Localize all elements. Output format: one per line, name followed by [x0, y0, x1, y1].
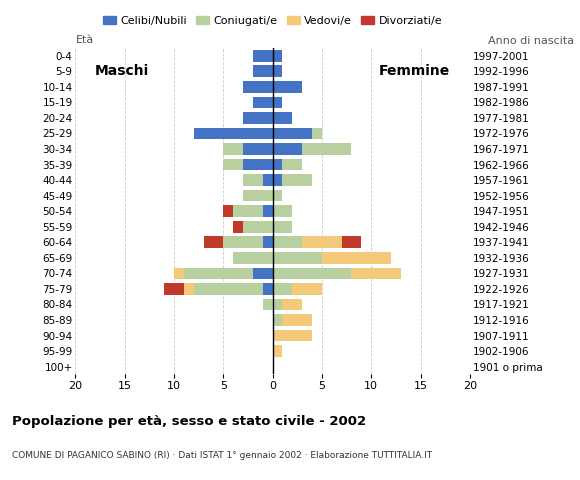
Bar — [233, 205, 263, 217]
Bar — [263, 237, 273, 248]
Bar — [273, 128, 312, 139]
Bar — [302, 143, 351, 155]
Bar — [223, 205, 233, 217]
Bar — [282, 159, 302, 170]
Bar — [184, 283, 194, 295]
Bar — [263, 299, 273, 310]
Bar — [243, 159, 273, 170]
Bar — [342, 237, 361, 248]
Bar — [194, 128, 273, 139]
Bar — [273, 345, 282, 357]
Bar — [253, 65, 273, 77]
Bar — [273, 314, 282, 326]
Bar — [273, 252, 322, 264]
Bar — [243, 143, 273, 155]
Bar — [273, 159, 282, 170]
Bar — [253, 96, 273, 108]
Bar — [243, 190, 273, 202]
Bar — [273, 174, 282, 186]
Bar — [223, 143, 243, 155]
Bar — [204, 237, 223, 248]
Text: Popolazione per età, sesso e stato civile - 2002: Popolazione per età, sesso e stato civil… — [12, 415, 366, 428]
Bar — [273, 205, 292, 217]
Bar — [233, 221, 243, 233]
Bar — [194, 283, 263, 295]
Bar — [263, 283, 273, 295]
Bar — [273, 65, 282, 77]
Bar — [253, 267, 273, 279]
Bar — [263, 174, 273, 186]
Text: Femmine: Femmine — [379, 63, 450, 78]
Bar — [273, 112, 292, 124]
Bar — [243, 112, 273, 124]
Text: COMUNE DI PAGANICO SABINO (RI) · Dati ISTAT 1° gennaio 2002 · Elaborazione TUTTI: COMUNE DI PAGANICO SABINO (RI) · Dati IS… — [12, 451, 432, 460]
Bar — [243, 81, 273, 93]
Bar — [273, 267, 351, 279]
Bar — [263, 205, 273, 217]
Bar — [273, 299, 282, 310]
Bar — [223, 159, 243, 170]
Bar — [243, 221, 273, 233]
Bar — [273, 283, 292, 295]
Bar — [174, 267, 184, 279]
Bar — [273, 50, 282, 61]
Bar — [223, 237, 263, 248]
Bar — [282, 174, 312, 186]
Text: Maschi: Maschi — [95, 63, 150, 78]
Bar — [273, 221, 292, 233]
Bar — [273, 96, 282, 108]
Bar — [233, 252, 273, 264]
Text: Età: Età — [75, 35, 93, 45]
Text: Anno di nascita: Anno di nascita — [488, 36, 574, 46]
Bar — [282, 314, 312, 326]
Bar — [302, 237, 342, 248]
Bar — [312, 128, 322, 139]
Legend: Celibi/Nubili, Coniugati/e, Vedovi/e, Divorziati/e: Celibi/Nubili, Coniugati/e, Vedovi/e, Di… — [98, 11, 447, 30]
Bar — [351, 267, 401, 279]
Bar — [273, 330, 312, 341]
Bar — [273, 190, 282, 202]
Bar — [273, 81, 302, 93]
Bar — [282, 299, 302, 310]
Bar — [253, 50, 273, 61]
Bar — [184, 267, 253, 279]
Bar — [243, 174, 263, 186]
Bar — [292, 283, 322, 295]
Bar — [273, 143, 302, 155]
Bar — [273, 237, 302, 248]
Bar — [164, 283, 184, 295]
Bar — [322, 252, 391, 264]
